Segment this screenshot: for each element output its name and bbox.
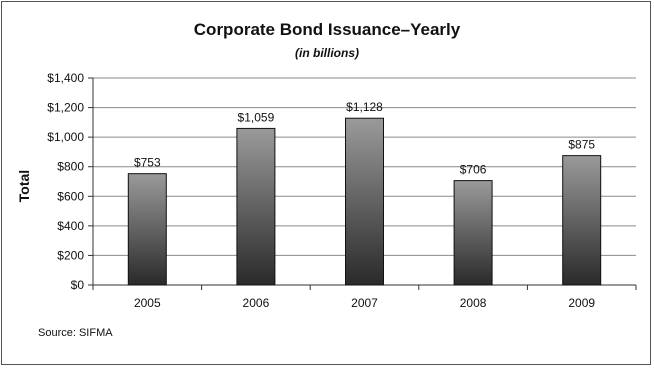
source-note: Source: SIFMA	[38, 327, 113, 339]
y-tick-label: $600	[57, 189, 84, 203]
labels: $0 $200 $400 $600 $800 $1,000 $1,200 $1,400 2005…	[47, 71, 595, 310]
bar-2009	[562, 155, 602, 286]
chart-title: Corporate Bond Issuance–Yearly	[193, 20, 461, 39]
y-tick-label: $1,000	[47, 130, 84, 144]
y-tick-label: $400	[57, 219, 84, 233]
data-label: $1,059	[238, 110, 275, 124]
y-axis-label: Total	[16, 170, 32, 202]
y-tick-label: $200	[57, 248, 84, 262]
x-tick-label: 2008	[460, 296, 487, 310]
data-label: $753	[134, 156, 161, 170]
bar-2006	[236, 127, 276, 286]
bar-2008	[453, 180, 493, 286]
y-tick-label: $800	[57, 160, 84, 174]
x-tick-label: 2009	[568, 296, 595, 310]
data-label: $706	[460, 163, 487, 177]
data-label: $1,128	[346, 100, 383, 114]
x-tick-label: 2007	[351, 296, 378, 310]
y-tick-label: $0	[71, 278, 85, 292]
data-label: $875	[568, 138, 595, 152]
x-tick-label: 2005	[134, 296, 161, 310]
bar-2007	[345, 117, 384, 286]
y-tick-label: $1,200	[47, 101, 84, 115]
bar-2005	[127, 173, 167, 286]
x-tick-label: 2006	[243, 296, 270, 310]
chart-subtitle: (in billions)	[295, 46, 359, 60]
bars	[127, 117, 602, 286]
y-tick-label: $1,400	[47, 71, 84, 85]
